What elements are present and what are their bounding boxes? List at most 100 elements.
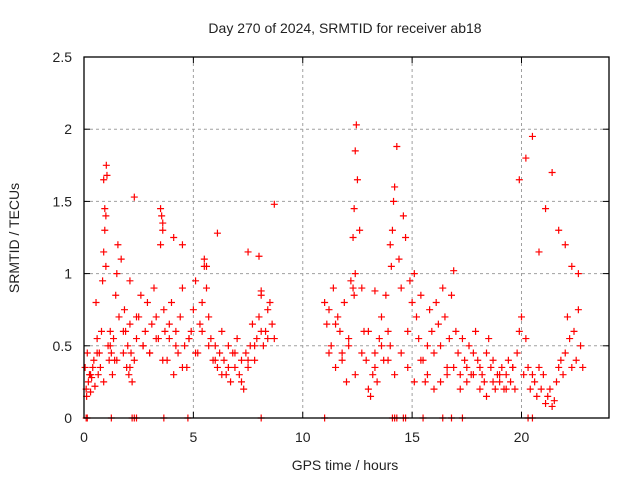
data-point: [198, 327, 206, 335]
data-point: [353, 176, 361, 184]
data-point: [102, 161, 110, 169]
data-point: [439, 284, 447, 292]
data-point: [553, 378, 560, 386]
data-point: [112, 291, 120, 299]
data-point: [485, 335, 493, 343]
data-point: [574, 270, 582, 278]
data-point: [83, 349, 91, 357]
data-point: [469, 371, 477, 379]
data-point: [90, 356, 98, 364]
data-point: [224, 363, 232, 371]
data-point: [472, 327, 480, 335]
y-tick-label: 1: [64, 266, 72, 282]
data-point: [491, 385, 499, 393]
data-point: [115, 313, 123, 321]
data-point: [410, 378, 418, 386]
data-point: [185, 335, 193, 343]
data-point: [465, 342, 473, 350]
data-point: [102, 262, 110, 270]
data-point: [382, 291, 390, 299]
data-point: [157, 241, 165, 249]
data-point: [345, 342, 353, 350]
data-point: [352, 121, 360, 129]
data-point: [100, 248, 108, 256]
data-point: [96, 363, 104, 371]
data-point: [248, 320, 256, 328]
data-point: [498, 363, 506, 371]
data-point: [559, 371, 567, 379]
data-point: [133, 313, 140, 321]
data-point: [430, 385, 438, 393]
data-point: [417, 356, 425, 364]
data-point: [227, 378, 235, 386]
x-axis-label: GPS time / hours: [292, 457, 399, 473]
data-point: [572, 356, 580, 364]
data-point: [119, 349, 127, 357]
data-point: [423, 371, 431, 379]
data-point: [253, 335, 261, 343]
data-point: [544, 392, 552, 400]
data-point: [386, 342, 394, 350]
data-point: [196, 320, 204, 328]
data-point: [198, 298, 206, 306]
data-point: [448, 291, 455, 299]
data-point: [251, 356, 259, 364]
data-point: [98, 327, 105, 335]
data-point: [189, 306, 197, 314]
data-point: [349, 284, 357, 292]
data-point: [410, 270, 418, 278]
data-point: [489, 378, 497, 386]
data-point: [192, 349, 200, 357]
data-point: [107, 349, 115, 357]
data-point: [203, 284, 210, 292]
data-point: [165, 335, 173, 343]
data-point: [125, 371, 133, 379]
data-point: [143, 298, 151, 306]
data-point: [120, 306, 128, 314]
data-point: [165, 320, 173, 328]
data-point: [251, 342, 259, 350]
data-point: [89, 363, 97, 371]
data-point: [387, 262, 395, 270]
data-point: [200, 255, 208, 263]
data-point: [216, 349, 224, 357]
data-point: [456, 385, 464, 393]
data-point: [428, 327, 436, 335]
y-tick-label: 0: [64, 410, 72, 426]
data-point: [205, 342, 213, 350]
data-point: [362, 356, 370, 364]
data-point: [119, 327, 127, 335]
data-points: [82, 121, 587, 422]
data-point: [159, 226, 167, 234]
data-point: [102, 212, 110, 220]
data-point: [373, 378, 381, 386]
data-point: [441, 313, 449, 321]
data-point: [238, 356, 245, 364]
data-point: [93, 335, 101, 343]
data-point: [321, 298, 329, 306]
x-axis-ticks: 0 5 10 15 20: [80, 57, 529, 445]
data-point: [255, 252, 263, 260]
data-point: [461, 356, 469, 364]
data-point: [358, 349, 366, 357]
data-point: [332, 320, 340, 328]
data-point: [325, 349, 333, 357]
data-point: [137, 291, 145, 299]
data-point: [159, 219, 167, 227]
data-point: [507, 378, 515, 386]
data-point: [450, 267, 458, 275]
data-point: [187, 327, 195, 335]
data-point: [515, 327, 523, 335]
data-point: [130, 193, 138, 201]
data-point: [347, 277, 355, 285]
data-point: [152, 335, 160, 343]
data-point: [371, 287, 379, 295]
data-point: [397, 284, 405, 292]
data-point: [469, 349, 477, 357]
data-point: [397, 349, 405, 357]
data-point: [504, 356, 512, 364]
y-tick-label: 2: [64, 121, 72, 137]
data-point: [100, 378, 108, 386]
data-point: [568, 363, 576, 371]
data-point: [437, 342, 445, 350]
